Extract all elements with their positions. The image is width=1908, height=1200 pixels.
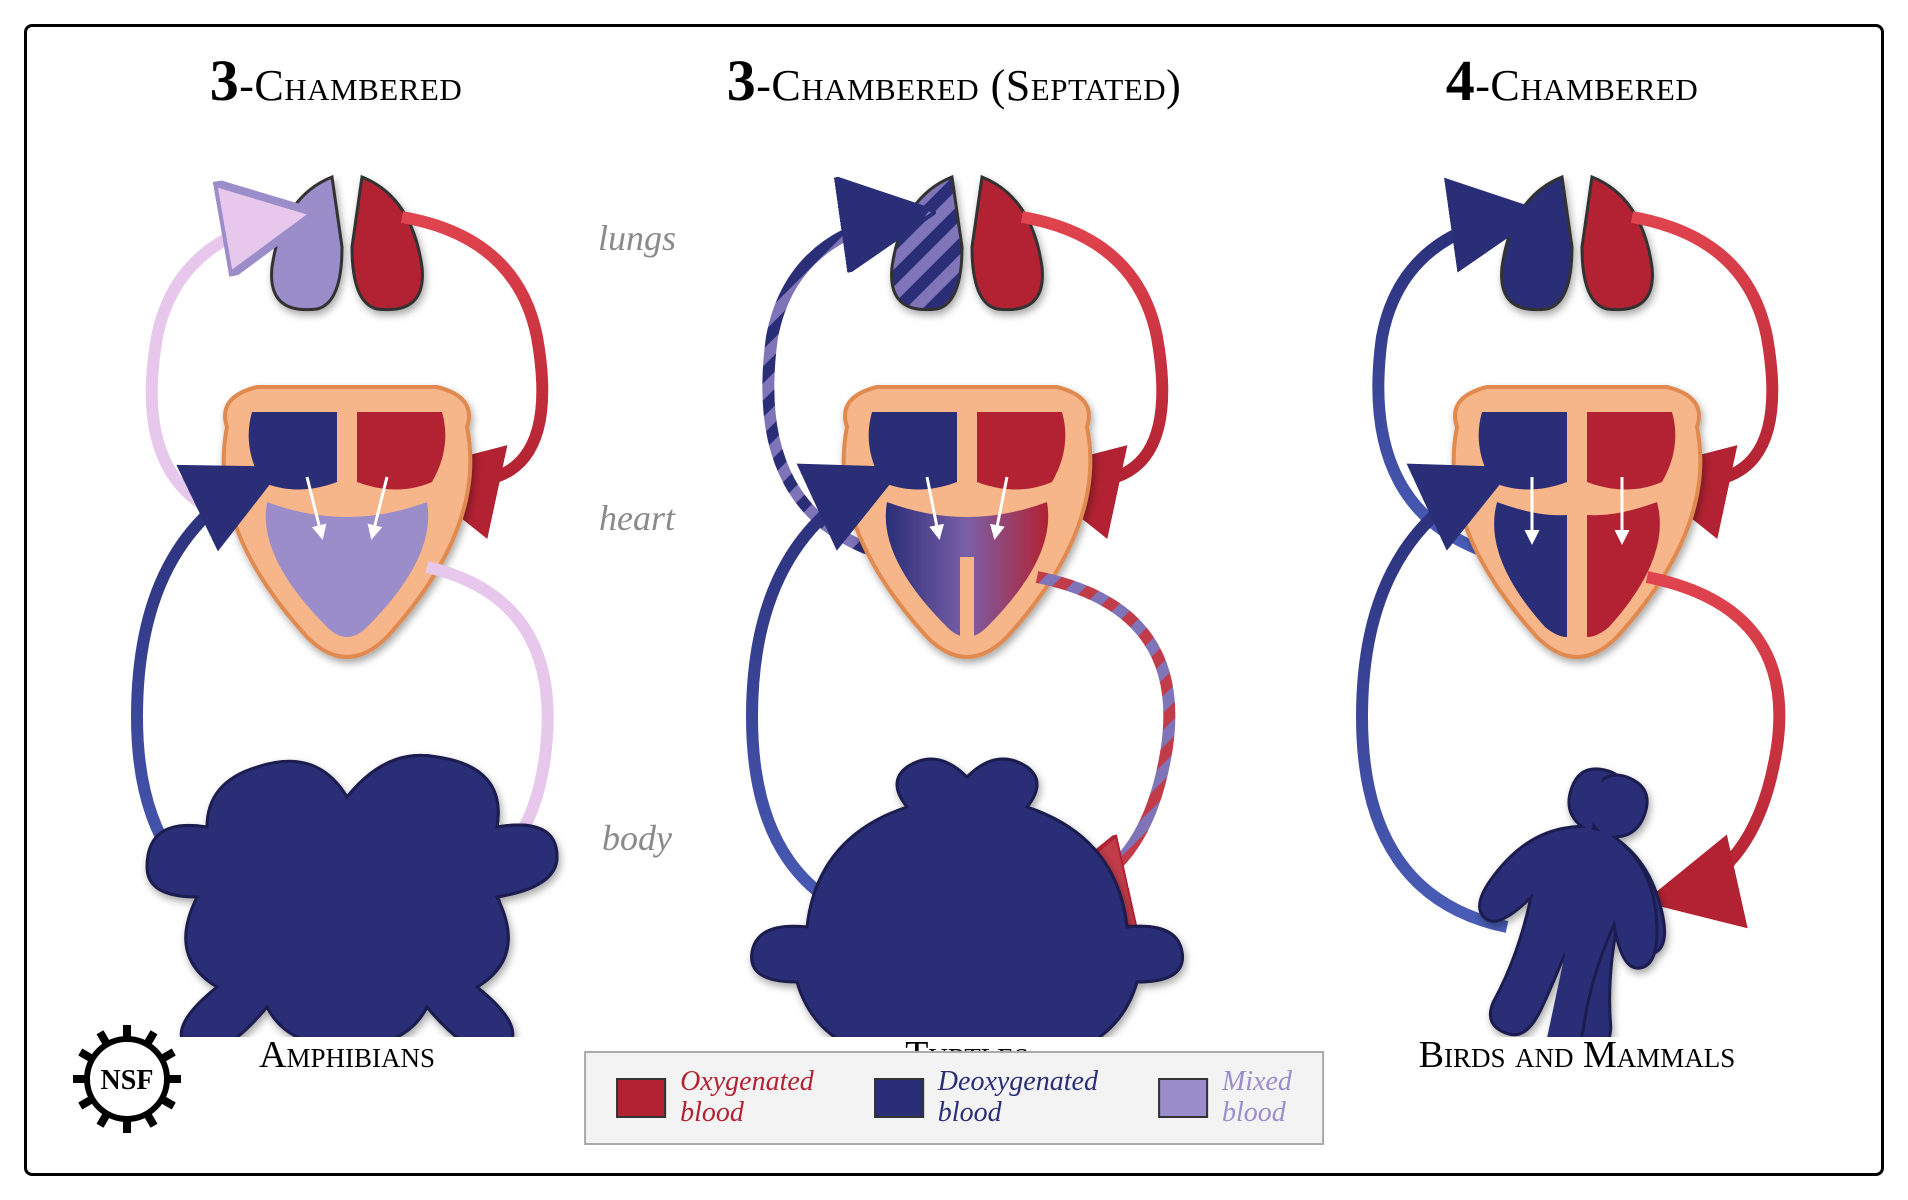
legend: Oxygenated blood Deoxygenated blood Mixe… <box>584 1051 1324 1145</box>
panel-amphibians: Amphibians <box>67 137 627 1037</box>
swatch-deoxygenated <box>874 1078 924 1118</box>
lungs-icon <box>1502 177 1653 310</box>
swatch-oxygenated <box>616 1078 666 1118</box>
group-label-birds-mammals: Birds and Mammals <box>1297 1033 1857 1077</box>
nsf-text: NSF <box>101 1065 154 1096</box>
title-turtles: 3-Chambered (Septated) <box>645 47 1263 114</box>
lungs-icon <box>272 177 423 310</box>
legend-item-oxygenated: Oxygenated blood <box>616 1067 814 1129</box>
heart-icon <box>1454 387 1701 657</box>
title-amphibians: 3-Chambered <box>27 47 645 114</box>
arrow-heart-to-body <box>1647 577 1779 897</box>
title-number: 3 <box>210 48 240 113</box>
heart-icon <box>844 387 1091 657</box>
panel-birds-mammals: Birds and Mammals <box>1297 137 1857 1037</box>
diagram-turtles <box>687 137 1247 1037</box>
diagram-birds-mammals <box>1297 137 1857 1037</box>
panel-turtles: Turtles <box>687 137 1247 1037</box>
legend-item-mixed: Mixed blood <box>1158 1067 1292 1129</box>
title-number: 4 <box>1446 48 1476 113</box>
frog-icon <box>147 755 557 1037</box>
main-frame: 3-Chambered 3-Chambered (Septated) 4-Cha… <box>24 24 1884 1176</box>
nsf-logo-icon: NSF <box>67 1019 187 1139</box>
panel-titles-row: 3-Chambered 3-Chambered (Septated) 4-Cha… <box>27 47 1881 114</box>
title-text: -Chambered <box>239 61 462 110</box>
human-icon <box>1423 728 1724 1037</box>
diagram-amphibians <box>67 137 627 1037</box>
legend-label: Deoxygenated blood <box>938 1067 1098 1129</box>
title-number: 3 <box>727 48 757 113</box>
legend-item-deoxygenated: Deoxygenated blood <box>874 1067 1098 1129</box>
turtle-icon <box>752 759 1183 1037</box>
legend-label: Mixed blood <box>1222 1067 1292 1129</box>
legend-label: Oxygenated blood <box>680 1067 814 1129</box>
heart-icon <box>224 387 471 657</box>
title-birds-mammals: 4-Chambered <box>1263 47 1881 114</box>
title-text: -Chambered (Septated) <box>756 61 1181 110</box>
swatch-mixed <box>1158 1078 1208 1118</box>
title-text: -Chambered <box>1475 61 1698 110</box>
lungs-icon <box>892 177 1043 310</box>
